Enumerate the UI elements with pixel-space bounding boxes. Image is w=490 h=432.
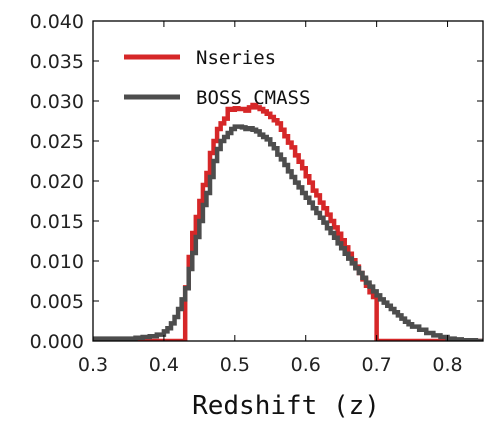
y-tick-label: 0.035 [30, 51, 84, 73]
y-tick-label: 0.010 [30, 251, 84, 273]
axes-layer: 0.3 0.4 0.5 0.6 0.7 0.8 0.000 0.005 0.010 0.015 0.… [30, 11, 484, 376]
x-tick-label: 0.8 [432, 354, 462, 376]
y-tick-label: 0.015 [30, 211, 84, 233]
y-tick-label: 0.005 [30, 291, 84, 313]
legend-label-nseries: Nseries [196, 47, 276, 69]
x-tick-label: 0.3 [78, 354, 108, 376]
y-tick-label: 0.020 [30, 171, 84, 193]
y-tick-label: 0.040 [30, 11, 84, 33]
legend: Nseries BOSS CMASS [124, 47, 310, 109]
y-tick-label: 0.025 [30, 131, 84, 153]
legend-label-boss-cmass: BOSS CMASS [196, 87, 310, 109]
series-layer [93, 102, 483, 341]
y-tick-label: 0.030 [30, 91, 84, 113]
x-axis-label: Redshift (z) [192, 391, 380, 421]
series-line-boss-cmass [93, 124, 483, 341]
x-tick-label: 0.4 [149, 354, 179, 376]
x-tick-label: 0.6 [291, 354, 321, 376]
y-tick-label: 0.000 [30, 331, 84, 353]
x-tick-label: 0.7 [362, 354, 392, 376]
x-tick-label: 0.5 [220, 354, 250, 376]
series-line-nseries [93, 102, 483, 341]
